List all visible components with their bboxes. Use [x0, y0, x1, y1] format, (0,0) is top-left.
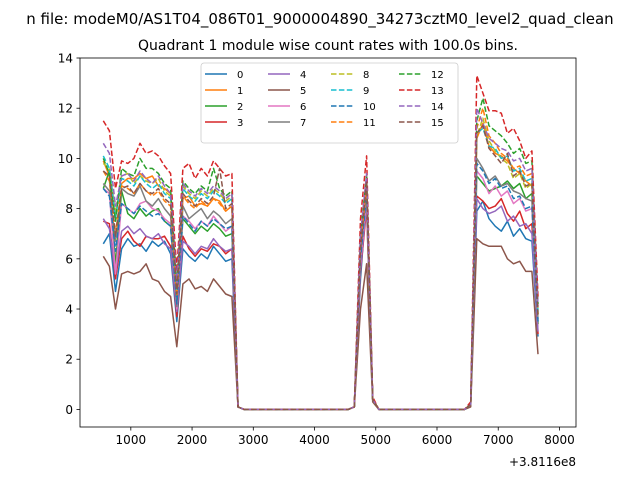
legend-label-1: 1	[237, 86, 243, 97]
legend-label-0: 0	[237, 70, 243, 81]
legend-label-10: 10	[363, 102, 376, 113]
y-tick-label: 4	[65, 303, 73, 317]
legend-label-7: 7	[300, 118, 306, 129]
x-tick-label: 1000	[116, 433, 147, 447]
legend-label-15: 15	[431, 118, 444, 129]
chart-title: Quadrant 1 module wise count rates with …	[138, 38, 518, 54]
x-tick-label: 5000	[360, 433, 391, 447]
legend-label-5: 5	[300, 86, 306, 97]
x-tick-label: 6000	[422, 433, 453, 447]
y-tick-label: 6	[65, 252, 73, 266]
legend-label-14: 14	[431, 102, 444, 113]
y-tick-label: 0	[65, 403, 73, 417]
figure-suptitle: n file: modeM0/AS1T04_086T01_9000004890_…	[26, 10, 613, 29]
y-tick-label: 14	[58, 52, 73, 66]
legend-label-11: 11	[363, 118, 376, 129]
legend-label-4: 4	[300, 70, 306, 81]
x-axis: 1000 2000 3000 4000 5000 6000 7000 8000	[116, 427, 575, 447]
x-tick-label: 8000	[544, 433, 575, 447]
series-line-15	[102, 125, 539, 411]
y-axis: 0 2 4 6 8 10 12 14	[58, 52, 80, 417]
x-tick-label: 7000	[483, 433, 514, 447]
series-lines	[102, 74, 539, 411]
legend-label-8: 8	[363, 70, 369, 81]
y-tick-label: 12	[58, 102, 73, 116]
legend-label-2: 2	[237, 102, 243, 113]
x-offset-label: +3.8116e8	[509, 455, 576, 469]
x-tick-label: 2000	[177, 433, 208, 447]
legend-label-3: 3	[237, 118, 243, 129]
legend-frame	[200, 62, 459, 144]
axes-frame	[79, 57, 577, 428]
y-tick-label: 10	[58, 152, 73, 166]
legend-label-12: 12	[431, 70, 444, 81]
legend-label-6: 6	[300, 102, 306, 113]
x-tick-label: 3000	[238, 433, 269, 447]
legend-label-13: 13	[431, 86, 444, 97]
x-tick-label: 4000	[299, 433, 330, 447]
y-tick-label: 2	[65, 353, 73, 367]
legend-label-9: 9	[363, 86, 369, 97]
y-tick-label: 8	[65, 202, 73, 216]
